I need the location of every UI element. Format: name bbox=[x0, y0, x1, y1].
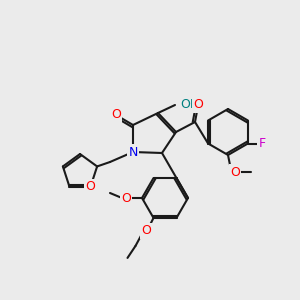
Text: O: O bbox=[85, 180, 95, 193]
Text: O: O bbox=[121, 191, 131, 205]
Text: O: O bbox=[193, 98, 203, 110]
Text: F: F bbox=[258, 137, 266, 150]
Text: O: O bbox=[142, 224, 152, 237]
Text: O: O bbox=[230, 166, 240, 178]
Text: N: N bbox=[128, 146, 138, 158]
Text: O: O bbox=[111, 109, 121, 122]
Text: N: N bbox=[128, 146, 138, 158]
Text: OH: OH bbox=[180, 98, 199, 112]
